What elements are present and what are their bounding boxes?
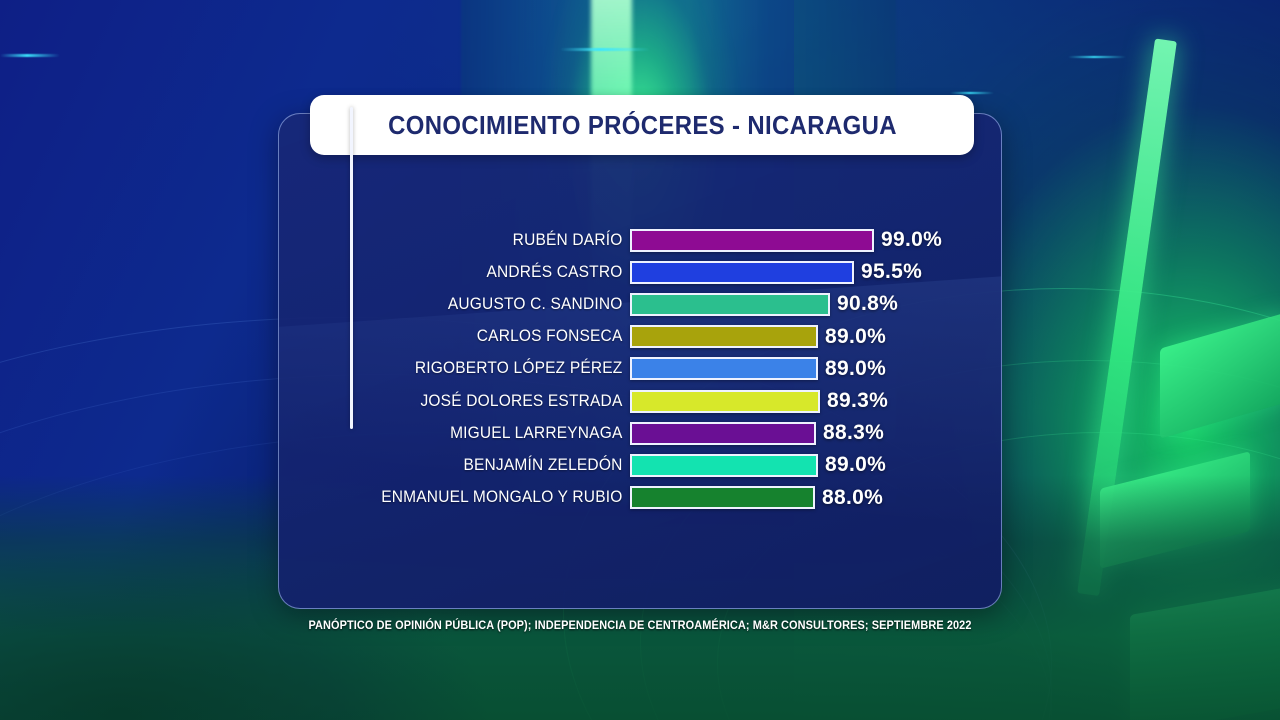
value-label: 99.0% bbox=[881, 228, 943, 251]
chart-row: CARLOS FONSECA 89.0% bbox=[278, 322, 1000, 352]
value-label: 88.3% bbox=[823, 421, 885, 445]
bar-area: 90.8% bbox=[630, 289, 1000, 319]
bar bbox=[630, 260, 854, 284]
background-cyan-accent-3 bbox=[0, 54, 60, 57]
bar-area: 95.5% bbox=[630, 257, 1000, 287]
category-label: ANDRÉS CASTRO bbox=[486, 262, 623, 281]
chart-row: ANDRÉS CASTRO 95.5% bbox=[278, 257, 1000, 287]
bar-area: 99.0% bbox=[630, 225, 1000, 255]
value-label: 89.3% bbox=[827, 389, 889, 412]
bar-area: 89.0% bbox=[630, 354, 1000, 384]
value-label: 89.0% bbox=[825, 324, 887, 348]
chart-row: JOSÉ DOLORES ESTRADA 89.3% bbox=[278, 386, 1000, 416]
background-cyan-accent-2 bbox=[1068, 56, 1126, 58]
category-label: RUBÉN DARÍO bbox=[512, 230, 623, 249]
chart-row: RUBÉN DARÍO 99.0% bbox=[278, 225, 1000, 255]
chart-row: ENMANUEL MONGALO Y RUBIO 88.0% bbox=[278, 483, 1000, 513]
chart-row: RIGOBERTO LÓPEZ PÉREZ 89.0% bbox=[278, 354, 1000, 384]
bar-area: 89.3% bbox=[630, 386, 1000, 416]
category-label: JOSÉ DOLORES ESTRADA bbox=[420, 391, 623, 410]
category-label: BENJAMÍN ZELEDÓN bbox=[463, 455, 623, 474]
category-label: MIGUEL LARREYNAGA bbox=[450, 423, 623, 442]
background-cyan-accent-1 bbox=[560, 48, 650, 51]
bar-area: 88.3% bbox=[630, 418, 1000, 448]
bar-area: 89.0% bbox=[630, 322, 1000, 352]
bar bbox=[630, 292, 830, 316]
chart-row: MIGUEL LARREYNAGA 88.3% bbox=[278, 418, 1000, 448]
value-label: 89.0% bbox=[825, 453, 887, 477]
bar-area: 89.0% bbox=[630, 450, 1000, 480]
chart-axis-line bbox=[350, 107, 353, 429]
category-label: RIGOBERTO LÓPEZ PÉREZ bbox=[414, 359, 623, 378]
bar-area: 88.0% bbox=[630, 483, 1000, 513]
value-label: 90.8% bbox=[837, 292, 899, 316]
category-label: CARLOS FONSECA bbox=[476, 327, 623, 346]
bar bbox=[630, 228, 874, 252]
category-label: ENMANUEL MONGALO Y RUBIO bbox=[381, 488, 623, 507]
chart-row: BENJAMÍN ZELEDÓN 89.0% bbox=[278, 450, 1000, 480]
value-label: 95.5% bbox=[861, 260, 923, 284]
bar bbox=[630, 453, 818, 477]
background-cyan-accent-4 bbox=[950, 92, 994, 94]
category-label: AUGUSTO C. SANDINO bbox=[447, 294, 623, 313]
bar bbox=[630, 325, 818, 349]
bar bbox=[630, 389, 820, 413]
chart-title-bar: CONOCIMIENTO PRÓCERES - NICARAGUA bbox=[310, 95, 974, 155]
bar bbox=[630, 357, 818, 381]
page-title: CONOCIMIENTO PRÓCERES - NICARAGUA bbox=[387, 109, 897, 140]
bar bbox=[630, 486, 815, 510]
bar bbox=[630, 421, 816, 445]
bar-chart: RUBÉN DARÍO 99.0% ANDRÉS CASTRO 95.5% AUGUST… bbox=[278, 113, 1000, 607]
source-footnote: PANÓPTICO DE OPINIÓN PÚBLICA (POP); INDE… bbox=[308, 620, 972, 632]
chart-row: AUGUSTO C. SANDINO 90.8% bbox=[278, 289, 1000, 319]
value-label: 89.0% bbox=[825, 356, 887, 380]
value-label: 88.0% bbox=[822, 485, 884, 509]
